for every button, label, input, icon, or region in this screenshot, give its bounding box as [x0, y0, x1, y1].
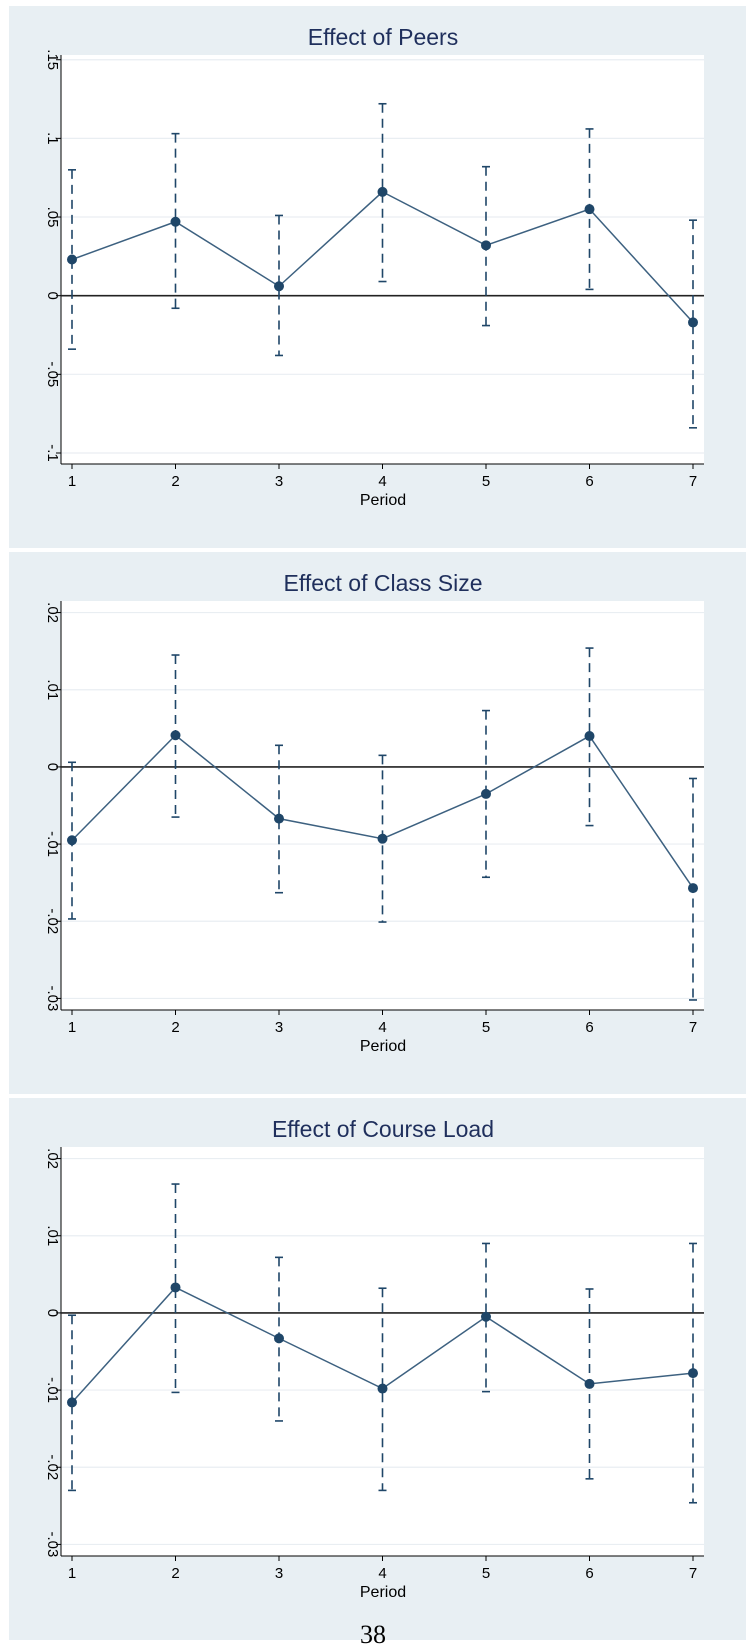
- y-tick-label: .15: [44, 49, 61, 70]
- chart-panel-course-load: Effect of Course Load .02 .01 0 -.01 -.02 -.03…: [9, 1098, 746, 1640]
- data-point: [584, 1378, 595, 1389]
- x-axis-label: Period: [360, 1584, 406, 1601]
- x-tick-label: 7: [689, 473, 697, 490]
- page-number: 38: [360, 1620, 386, 1649]
- x-tick-label: 2: [171, 1019, 179, 1036]
- y-tick-label: -.01: [44, 831, 61, 857]
- x-axis-label: Period: [360, 1038, 406, 1055]
- data-point: [274, 281, 284, 292]
- x-tick-label: 6: [585, 1565, 593, 1582]
- data-point: [170, 1282, 181, 1293]
- y-tick-label: .02: [44, 1148, 61, 1169]
- data-point: [67, 835, 77, 846]
- chart-title: Effect of Peers: [308, 24, 458, 50]
- x-tick-label: 1: [68, 473, 76, 490]
- x-tick-label: 2: [171, 1565, 179, 1582]
- chart-title: Effect of Class Size: [284, 570, 483, 596]
- data-point: [688, 1368, 698, 1379]
- x-tick-label: 3: [275, 473, 283, 490]
- y-tick-label: 0: [44, 1309, 61, 1317]
- data-point: [481, 240, 491, 251]
- chart-title: Effect of Course Load: [272, 1116, 494, 1142]
- y-tick-label: -.05: [44, 361, 61, 387]
- y-tick-label: -.02: [44, 1454, 61, 1480]
- y-tick-label: .05: [44, 207, 61, 228]
- x-tick-label: 5: [482, 1565, 490, 1582]
- y-tick-label: -.1: [44, 444, 61, 462]
- x-tick-label: 7: [689, 1019, 697, 1036]
- x-tick-label: 6: [585, 473, 593, 490]
- data-point: [67, 1397, 77, 1408]
- y-tick-label: .01: [44, 679, 61, 700]
- data-point: [584, 204, 595, 215]
- data-point: [481, 1311, 491, 1322]
- data-point: [170, 730, 181, 741]
- chart-class-size: Effect of Class Size .02 .01 0 -.01 -.02 -.03 1…: [44, 570, 704, 1055]
- x-tick-label: 3: [275, 1019, 283, 1036]
- x-tick-label: 1: [68, 1019, 76, 1036]
- y-tick-label: .1: [44, 132, 61, 145]
- data-point: [377, 833, 388, 844]
- data-point: [584, 731, 595, 742]
- chart-panel-class-size: Effect of Class Size .02 .01 0 -.01 -.02 -.03 1…: [9, 552, 746, 1094]
- x-tick-label: 3: [275, 1565, 283, 1582]
- chart-course-load: Effect of Course Load .02 .01 0 -.01 -.02 -.03…: [44, 1116, 704, 1601]
- data-point: [170, 216, 181, 227]
- y-tick-label: 0: [44, 292, 61, 300]
- y-tick-label: -.02: [44, 908, 61, 934]
- x-tick-label: 1: [68, 1565, 76, 1582]
- data-point: [688, 883, 698, 894]
- x-tick-label: 7: [689, 1565, 697, 1582]
- x-tick-label: 5: [482, 473, 490, 490]
- y-tick-label: .01: [44, 1225, 61, 1246]
- data-point: [274, 1333, 284, 1344]
- x-tick-label: 4: [378, 473, 386, 490]
- x-tick-label: 2: [171, 473, 179, 490]
- x-tick-label: 6: [585, 1019, 593, 1036]
- data-point: [67, 254, 77, 265]
- y-tick-label: .02: [44, 602, 61, 623]
- x-tick-label: 4: [378, 1565, 386, 1582]
- y-tick-label: -.03: [44, 985, 61, 1011]
- y-tick-label: -.03: [44, 1531, 61, 1557]
- data-point: [274, 813, 284, 824]
- chart-panel-peers: Effect of Peers .15 .1 .05 0 -.05 -.1 1 2 3 4 5 6 7 Pe…: [9, 6, 746, 548]
- chart-peers: Effect of Peers .15 .1 .05 0 -.05 -.1 1 2 3 4 5 6 7 Pe…: [44, 24, 704, 509]
- data-point: [481, 788, 491, 799]
- data-point: [688, 317, 698, 328]
- y-tick-label: -.01: [44, 1377, 61, 1403]
- x-axis-label: Period: [360, 492, 406, 509]
- y-tick-label: 0: [44, 763, 61, 771]
- x-tick-label: 5: [482, 1019, 490, 1036]
- data-point: [377, 1383, 388, 1394]
- x-tick-label: 4: [378, 1019, 386, 1036]
- data-point: [377, 186, 388, 197]
